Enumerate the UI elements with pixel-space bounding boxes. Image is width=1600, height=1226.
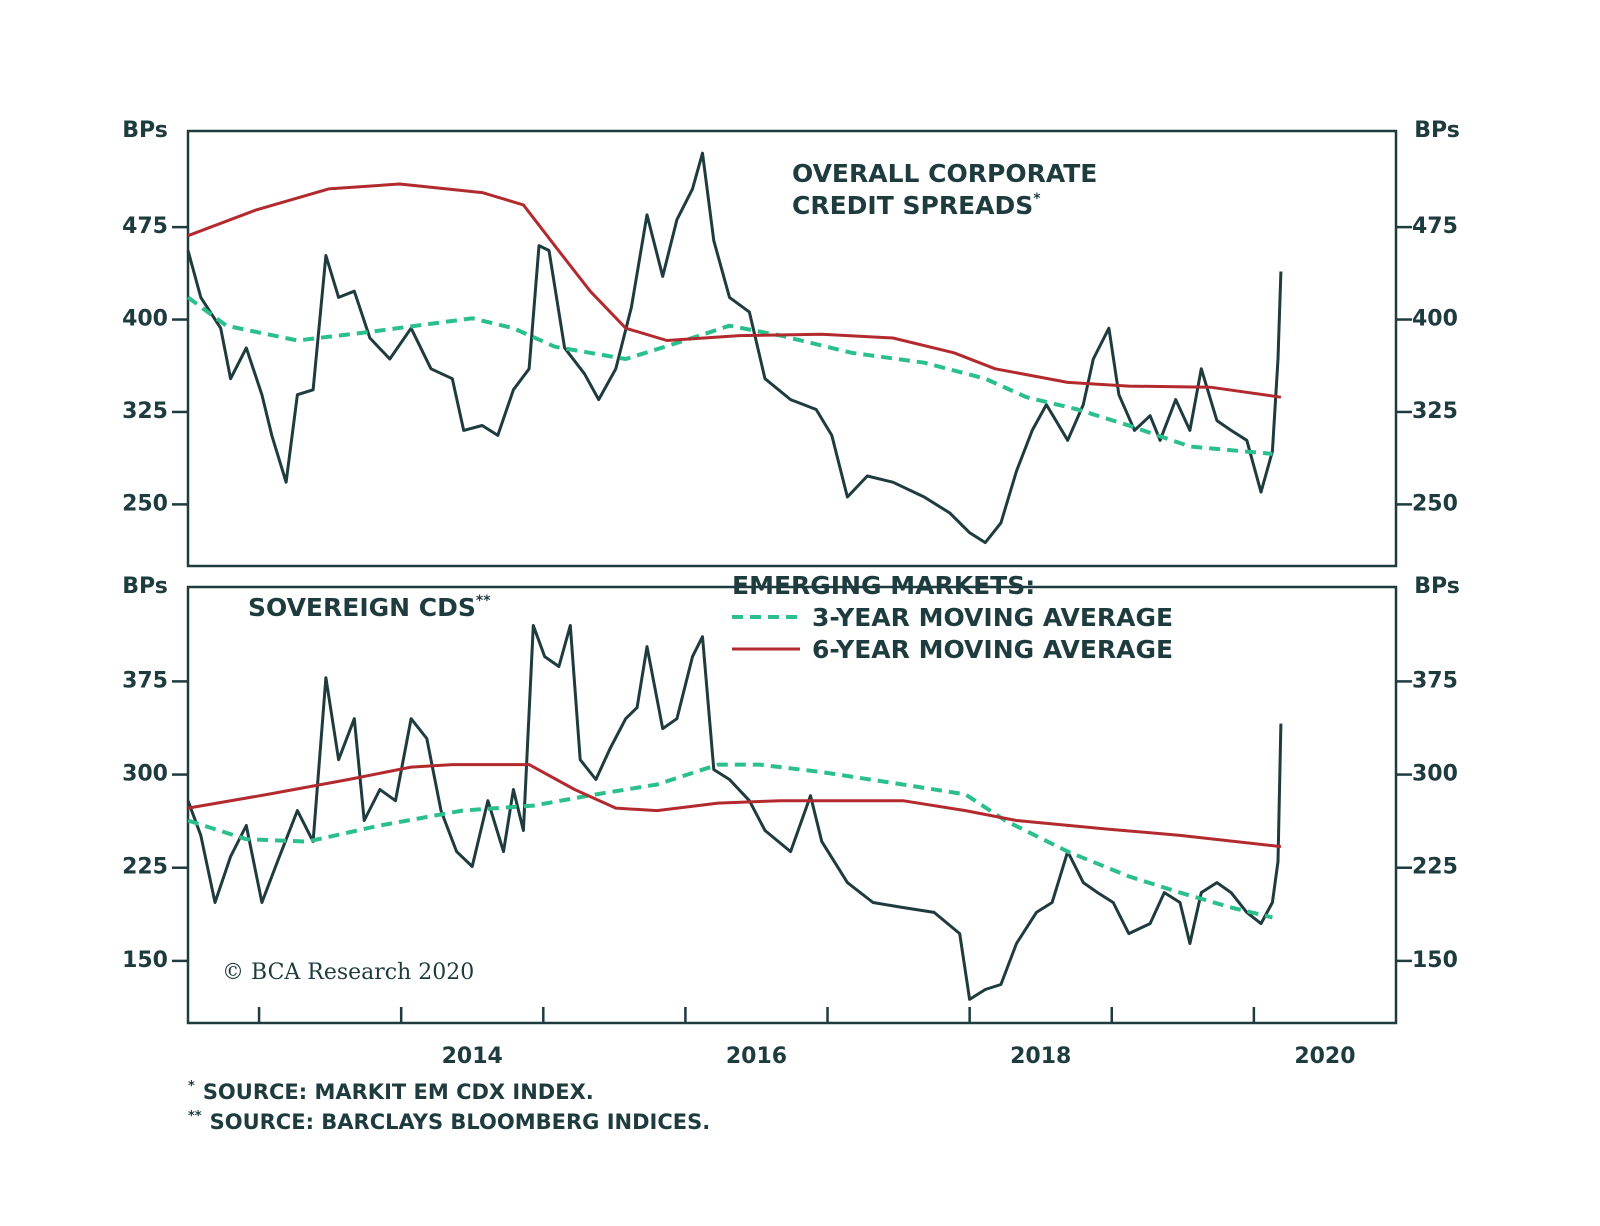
y-tick-label-right: 225 <box>1412 855 1458 880</box>
y-tick-label: 300 <box>122 762 168 787</box>
footnote: ** SOURCE: BARCLAYS BLOOMBERG INDICES. <box>188 1109 710 1135</box>
panel-title-line: SOVEREIGN CDS <box>248 593 476 622</box>
series-line <box>186 624 1283 1001</box>
x-tick-label: 2020 <box>1294 1044 1355 1069</box>
series-line <box>187 763 1282 849</box>
panel-title: CREDIT SPREADS* <box>792 191 1041 220</box>
series-line <box>186 295 1273 456</box>
legend-label: 3-YEAR MOVING AVERAGE <box>812 603 1173 632</box>
title-note: * <box>1033 191 1041 207</box>
panel-title: OVERALL CORPORATE <box>792 159 1097 188</box>
y-tick-label-right: 475 <box>1412 214 1458 239</box>
footnote-mark: * <box>188 1079 195 1094</box>
y-axis-label-right: BPs <box>1414 574 1460 599</box>
y-tick-label-right: 400 <box>1412 307 1458 332</box>
footnote-mark: ** <box>188 1109 202 1124</box>
legend-title: EMERGING MARKETS: <box>732 571 1035 600</box>
y-tick-label: 250 <box>122 491 168 516</box>
y-tick-label-right: 300 <box>1412 762 1458 787</box>
title-note: ** <box>476 593 491 609</box>
panel-title-line: OVERALL CORPORATE <box>792 159 1097 188</box>
y-tick-label: 150 <box>122 948 168 973</box>
plot-frame <box>186 585 1398 1025</box>
panel-title-line: CREDIT SPREADS <box>792 191 1033 220</box>
y-tick-label-right: 250 <box>1412 491 1458 516</box>
x-tick-label: 2014 <box>442 1044 503 1069</box>
series-line <box>187 182 1282 399</box>
footnote-text: SOURCE: MARKIT EM CDX INDEX. <box>203 1080 594 1104</box>
series-line <box>186 151 1283 545</box>
y-axis-label: BPs <box>122 574 168 599</box>
credit: © BCA Research 2020 <box>222 960 474 985</box>
y-tick-label-right: 375 <box>1412 668 1458 693</box>
y-axis-label-right: BPs <box>1414 118 1460 143</box>
y-axis-label: BPs <box>122 118 168 143</box>
plot-frame <box>186 129 1398 568</box>
y-tick-label: 475 <box>122 214 168 239</box>
footnote: * SOURCE: MARKIT EM CDX INDEX. <box>188 1079 594 1105</box>
y-tick-label-right: 150 <box>1412 948 1458 973</box>
y-tick-label: 325 <box>122 399 168 424</box>
y-tick-label: 225 <box>122 855 168 880</box>
legend-label: 6-YEAR MOVING AVERAGE <box>812 635 1173 664</box>
x-tick-label: 2016 <box>726 1044 787 1069</box>
x-tick-label: 2018 <box>1010 1044 1071 1069</box>
y-tick-label: 375 <box>122 668 168 693</box>
y-tick-label: 400 <box>122 307 168 332</box>
footnote-text: SOURCE: BARCLAYS BLOOMBERG INDICES. <box>210 1110 711 1134</box>
y-tick-label-right: 325 <box>1412 399 1458 424</box>
panel-title: SOVEREIGN CDS** <box>248 593 491 622</box>
series-line <box>187 762 1273 920</box>
